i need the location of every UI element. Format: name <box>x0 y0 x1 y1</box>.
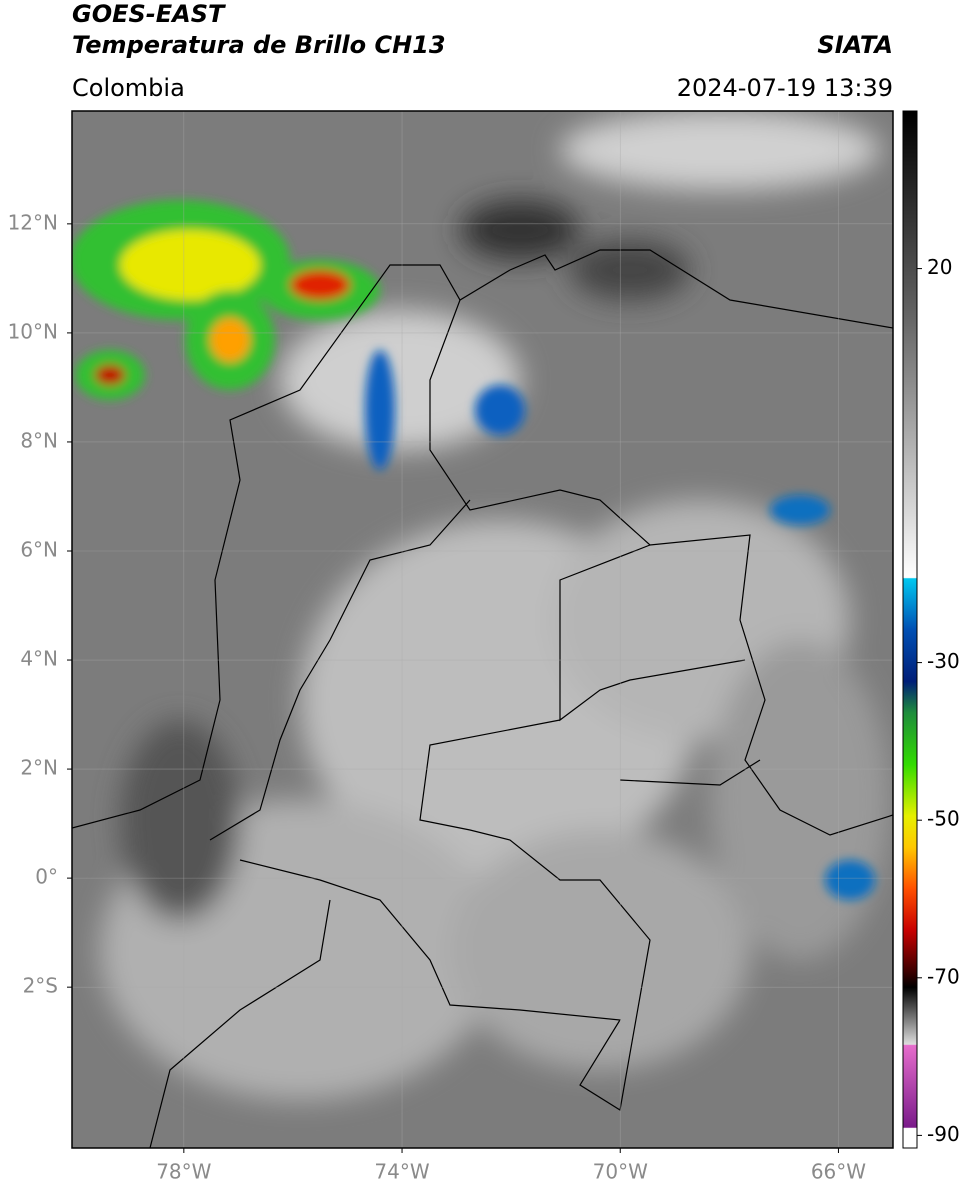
x-tick-label: 70°W <box>593 1160 648 1184</box>
y-tick-label: 10°N <box>8 319 58 343</box>
datetime: 2024-07-19 13:39 <box>677 74 893 102</box>
y-tick-label: 0° <box>35 865 58 889</box>
colorbar-tick-label: -70 <box>927 964 960 988</box>
y-tick-label: 8°N <box>20 428 58 452</box>
satellite-image <box>72 111 893 1148</box>
y-tick-label: 4°N <box>20 647 58 671</box>
satellite: GOES-EAST <box>72 0 226 28</box>
map-frame <box>71 110 894 1149</box>
source: SIATA <box>817 31 893 59</box>
y-tick-label: 2°S <box>23 974 58 998</box>
colorbar <box>902 110 918 1149</box>
y-tick-label: 12°N <box>8 210 58 234</box>
x-tick-label: 74°W <box>374 1160 429 1184</box>
product: Temperatura de Brillo CH13 <box>72 31 446 59</box>
colorbar-tick-label: 20 <box>927 255 952 279</box>
region: Colombia <box>72 74 185 102</box>
y-tick-label: 2°N <box>20 756 58 780</box>
colorbar-tick-label: -30 <box>927 649 960 673</box>
x-tick-label: 78°W <box>156 1160 211 1184</box>
colorbar-tick-label: -90 <box>927 1122 960 1146</box>
x-tick-label: 66°W <box>811 1160 866 1184</box>
colorbar-tick-label: -50 <box>927 807 960 831</box>
y-tick-label: 6°N <box>20 537 58 561</box>
